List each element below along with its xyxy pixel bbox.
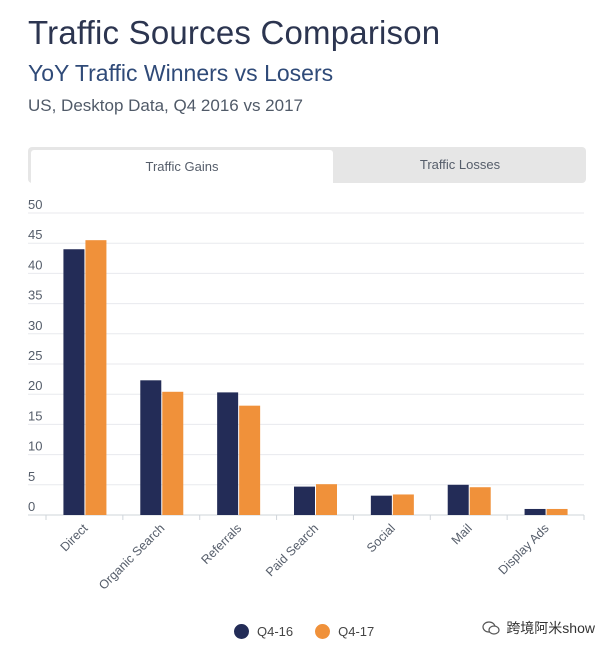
x-category-label: Direct: [58, 521, 91, 554]
x-category-label: Organic Search: [96, 521, 167, 592]
y-tick-label: 25: [28, 348, 42, 363]
y-tick-label: 10: [28, 439, 42, 454]
y-tick-label: 50: [28, 197, 42, 212]
bar-q4-16-direct[interactable]: [63, 249, 85, 516]
watermark: 跨境阿米show: [482, 618, 595, 638]
page-description: US, Desktop Data, Q4 2016 vs 2017: [28, 96, 303, 115]
y-tick-label: 0: [28, 499, 35, 514]
page-subtitle: YoY Traffic Winners vs Losers: [28, 60, 334, 86]
bar-q4-16-display-ads[interactable]: [524, 508, 546, 515]
x-category-label: Mail: [449, 521, 475, 547]
bar-chart: 0 5 10 15 20 25 30 35 40 45 50 Direct Organic Search…: [28, 197, 585, 593]
y-tick-label: 35: [28, 288, 42, 303]
x-category-label: Display Ads: [496, 521, 552, 577]
bar-q4-17-direct[interactable]: [85, 240, 107, 515]
bar-q4-17-referrals[interactable]: [239, 405, 261, 515]
legend-swatch-q4-17: [315, 624, 331, 639]
bar-q4-17-social[interactable]: [392, 494, 414, 515]
wechat-icon: [482, 621, 500, 635]
tab-traffic-losses[interactable]: Traffic Losses: [419, 157, 501, 172]
legend-label-q4-16: Q4-16: [257, 624, 294, 639]
legend-swatch-q4-16: [234, 624, 249, 639]
x-category-label: Referrals: [199, 521, 245, 567]
x-category-label: Social: [364, 521, 398, 555]
bar-q4-16-mail[interactable]: [447, 484, 469, 515]
y-tick-label: 15: [28, 408, 42, 423]
bar-q4-16-social[interactable]: [370, 495, 392, 515]
bar-q4-16-paid-search[interactable]: [294, 486, 315, 515]
legend-label-q4-17: Q4-17: [338, 624, 375, 639]
bar-q4-17-display-ads[interactable]: [546, 508, 568, 515]
x-category-label: Paid Search: [263, 521, 321, 579]
y-tick-label: 20: [28, 378, 42, 393]
y-tick-label: 5: [28, 469, 35, 484]
page-title: Traffic Sources Comparison: [28, 14, 441, 51]
y-tick-label: 45: [28, 227, 42, 242]
bar-q4-17-organic-search[interactable]: [162, 391, 184, 515]
tab-traffic-gains[interactable]: Traffic Gains: [31, 150, 333, 183]
bar-q4-16-referrals[interactable]: [217, 392, 239, 515]
watermark-text: 跨境阿米show: [506, 620, 595, 636]
bar-q4-17-mail[interactable]: [469, 487, 491, 515]
legend-item-q4-17[interactable]: Q4-17: [315, 624, 374, 639]
chart-legend: Q4-16 Q4-17: [234, 624, 396, 639]
bar-q4-17-paid-search[interactable]: [316, 484, 337, 515]
bar-q4-16-organic-search[interactable]: [140, 380, 162, 515]
y-tick-label: 30: [28, 318, 42, 333]
y-tick-label: 40: [28, 257, 42, 272]
legend-item-q4-16[interactable]: Q4-16: [234, 624, 293, 639]
tab-bar: Traffic Gains Traffic Losses: [28, 147, 586, 183]
